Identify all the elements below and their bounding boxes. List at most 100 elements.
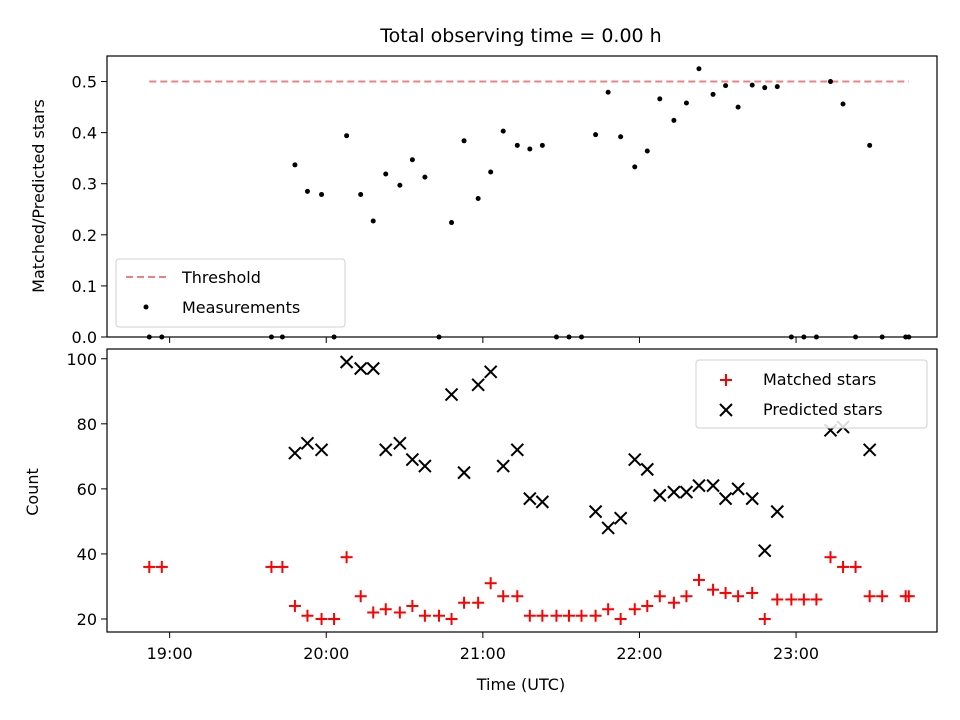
predicted-star-point [523,491,537,506]
measurement-point [500,128,506,134]
measurement-point [319,191,325,197]
predicted-star-point [628,452,642,467]
predicted-star-point [288,446,302,460]
matched-star-point [367,606,380,619]
top-y-tick-label: 0.2 [72,226,97,245]
measurement-point [774,84,780,90]
bottom-legend: Matched stars Predicted stars [695,359,928,429]
measurement-point [422,174,428,180]
predicted-star-point [613,511,628,525]
matched-star-point [288,599,301,612]
matched-star-point [653,590,666,603]
predicted-star-point [653,488,667,503]
matched-star-point [589,609,602,622]
bottom-y-tick-label: 40 [77,545,97,564]
predicted-star-point [535,495,550,509]
predicted-star-point [496,459,510,473]
predicted-star-point [457,465,471,480]
predicted-star-point [339,355,354,369]
measurement-point [514,142,520,148]
measurement-point [828,79,834,85]
measurement-point [397,182,403,188]
measurement-point [749,82,755,88]
bottom-x-axis-label: Time (UTC) [476,675,565,694]
matched-star-point [536,609,549,622]
measurement-point [867,142,873,148]
measurement-point [539,142,545,148]
predicted-star-point [353,361,368,376]
matched-star-point [641,599,654,612]
matched-star-point [445,612,458,625]
top-legend-box [115,258,346,328]
matched-star-point [265,560,278,573]
matched-star-point [719,586,732,599]
predicted-star-point [418,459,432,473]
measurement-point [370,218,376,224]
matched-star-point [328,612,341,625]
bottom-x-tick-label: 19:00 [147,644,193,663]
measurement-point [683,100,689,106]
measurement-point [461,138,467,144]
predicted-star-point [379,443,393,457]
measurement-point [449,220,455,226]
bottom-x-tick-label: 21:00 [460,644,506,663]
matched-star-point [902,590,915,603]
matched-star-point [771,593,784,606]
matched-star-point [155,560,168,573]
top-y-axis: 0.0 0.1 0.2 0.3 0.4 0.5 [72,73,107,347]
matched-star-point [433,609,445,622]
measurement-point [605,89,611,95]
matched-star-point [797,593,810,606]
predicted-star-point [444,387,459,402]
measurement-point [618,134,624,140]
matched-star-point [354,590,367,603]
measurement-point [344,133,350,139]
bottom-x-tick-label: 23:00 [773,644,819,663]
measurement-point [409,157,415,163]
predicted-star-point [300,436,315,451]
predicted-star-point [745,491,759,506]
bottom-y-tick-label: 60 [77,480,97,499]
top-y-tick-label: 0.4 [72,124,97,143]
top-y-tick-label: 0.0 [72,328,97,347]
measurement-point [304,188,310,194]
bottom-plot-marks [143,355,915,625]
matched-star-point [315,612,328,625]
top-y-axis-label: Matched/Predicted stars [29,99,48,293]
predicted-star-point [640,462,654,477]
legend-threshold-label: Threshold [181,268,261,287]
bottom-y-tick-label: 80 [77,415,97,434]
predicted-star-point [314,443,329,457]
matched-star-point [550,609,563,622]
measurement-point [383,171,389,177]
top-x-ticks [169,337,797,343]
legend-predicted-swatch [719,403,733,417]
matched-star-point [692,573,705,586]
measurement-point [840,101,846,107]
top-plot-marks [146,66,912,340]
predicted-star-point [862,443,877,457]
measurement-point [488,169,494,175]
matched-star-point [746,586,759,599]
measurement-point [527,146,533,152]
bottom-x-axis: 19:00 20:00 21:00 22:00 23:00 [147,632,819,663]
measurement-point [358,191,364,197]
predicted-star-point [483,365,498,379]
predicted-star-point [758,543,772,558]
top-legend: Threshold Measurements [115,258,346,328]
legend-measurements-swatch [143,304,149,310]
predicted-star-point [471,378,485,392]
legend-matched-swatch [720,374,732,386]
measurement-point [593,132,599,138]
matched-star-point [418,609,431,622]
matched-star-point [484,577,497,590]
bottom-legend-box [695,359,928,429]
bottom-plot-frame [106,348,938,633]
matched-star-point [758,612,771,625]
predicted-star-point [405,452,420,467]
matched-star-point [849,560,862,573]
matched-star-point [276,560,289,573]
measurement-point [292,162,298,168]
measurement-point [475,196,481,202]
